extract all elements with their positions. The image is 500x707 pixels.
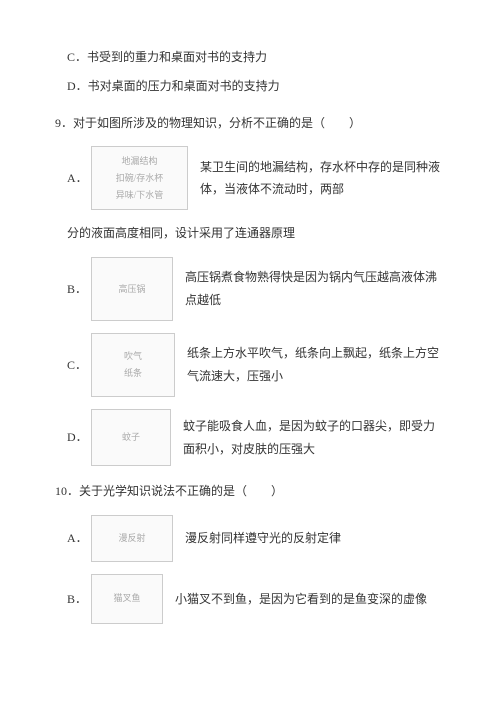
pressure-cooker-image: 高压锅: [91, 257, 173, 321]
mosquito-image: 蚊子: [91, 409, 171, 466]
q9-choice-a: A． 地漏结构 扣碗/存水杯 异味/下水管 某卫生间的地漏结构，存水杯中存的是同…: [55, 146, 445, 210]
q9-b-label: B．: [55, 278, 91, 301]
q9-c-label: C．: [55, 354, 91, 377]
q10-choice-a: A． 漫反射 漫反射同样遵守光的反射定律: [55, 515, 445, 562]
q9-a-text: 某卫生间的地漏结构，存水杯中存的是同种液体，当液体不流动时，两部: [200, 156, 445, 202]
q10-a-label: A．: [55, 527, 91, 550]
q9-choice-b: B． 高压锅 高压锅煮食物熟得快是因为锅内气压越高液体沸点越低: [55, 257, 445, 321]
q9-a-label: A．: [55, 167, 91, 190]
prev-option-c: C．书受到的重力和桌面对书的支持力: [67, 46, 445, 69]
q10-a-text: 漫反射同样遵守光的反射定律: [185, 527, 445, 550]
q9-a-continuation: 分的液面高度相同，设计采用了连通器原理: [67, 222, 445, 245]
q9-choice-c: C． 吹气 纸条 纸条上方水平吹气，纸条向上飘起，纸条上方空气流速大，压强小: [55, 333, 445, 397]
q9-stem: 9．对于如图所涉及的物理知识，分析不正确的是（ ）: [55, 112, 445, 135]
q10-b-label: B．: [55, 588, 91, 611]
q9-b-text: 高压锅煮食物熟得快是因为锅内气压越高液体沸点越低: [185, 266, 445, 312]
prev-option-d: D．书对桌面的压力和桌面对书的支持力: [67, 75, 445, 98]
cat-fish-image: 猫叉鱼: [91, 574, 163, 624]
diffuse-reflection-image: 漫反射: [91, 515, 173, 562]
q9-d-label: D．: [55, 426, 91, 449]
q9-choice-d: D． 蚊子 蚊子能吸食人血，是因为蚊子的口器尖，即受力面积小，对皮肤的压强大: [55, 409, 445, 466]
q9-d-text: 蚊子能吸食人血，是因为蚊子的口器尖，即受力面积小，对皮肤的压强大: [183, 415, 445, 461]
q10-stem: 10．关于光学知识说法不正确的是（ ）: [55, 480, 445, 503]
q10-b-text: 小猫叉不到鱼，是因为它看到的是鱼变深的虚像: [175, 588, 445, 611]
q10-choice-b: B． 猫叉鱼 小猫叉不到鱼，是因为它看到的是鱼变深的虚像: [55, 574, 445, 624]
drain-diagram-image: 地漏结构 扣碗/存水杯 异味/下水管: [91, 146, 188, 210]
q9-c-text: 纸条上方水平吹气，纸条向上飘起，纸条上方空气流速大，压强小: [187, 342, 445, 388]
blowing-paper-image: 吹气 纸条: [91, 333, 175, 397]
